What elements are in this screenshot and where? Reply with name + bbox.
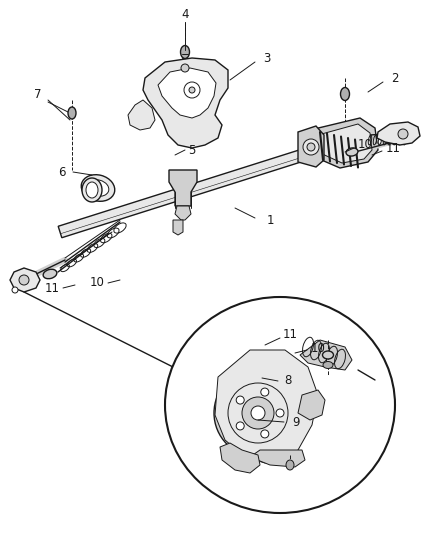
Text: 10: 10	[357, 139, 372, 151]
Polygon shape	[310, 118, 378, 168]
Ellipse shape	[340, 87, 350, 101]
Circle shape	[228, 383, 288, 443]
Ellipse shape	[86, 182, 98, 198]
Circle shape	[19, 275, 29, 285]
Circle shape	[12, 287, 18, 293]
Ellipse shape	[322, 351, 333, 359]
Polygon shape	[318, 124, 372, 163]
Ellipse shape	[323, 361, 333, 368]
Polygon shape	[128, 100, 155, 130]
Ellipse shape	[286, 460, 294, 470]
Text: 10: 10	[89, 277, 104, 289]
Circle shape	[251, 406, 265, 420]
Circle shape	[184, 82, 200, 98]
Ellipse shape	[43, 269, 57, 279]
Text: 11: 11	[45, 281, 60, 295]
Text: 3: 3	[263, 52, 271, 64]
Circle shape	[236, 422, 244, 430]
Polygon shape	[298, 126, 324, 167]
Ellipse shape	[82, 178, 102, 202]
Text: 11: 11	[283, 328, 297, 342]
Text: 6: 6	[58, 166, 66, 179]
Polygon shape	[169, 170, 197, 206]
Polygon shape	[58, 131, 362, 238]
Polygon shape	[143, 58, 228, 148]
Circle shape	[189, 87, 195, 93]
Text: 10: 10	[311, 342, 325, 354]
Text: 2: 2	[391, 71, 399, 85]
Text: 1: 1	[266, 214, 274, 227]
Polygon shape	[300, 340, 352, 370]
Polygon shape	[215, 350, 318, 463]
Circle shape	[261, 430, 269, 438]
Circle shape	[303, 139, 319, 155]
Text: 4: 4	[181, 7, 189, 20]
Polygon shape	[173, 220, 183, 235]
Polygon shape	[10, 268, 40, 292]
Ellipse shape	[346, 148, 358, 156]
Circle shape	[181, 64, 189, 72]
Polygon shape	[377, 122, 420, 145]
Text: 7: 7	[34, 88, 42, 101]
Ellipse shape	[68, 107, 76, 119]
Circle shape	[276, 409, 284, 417]
Ellipse shape	[165, 297, 395, 513]
Circle shape	[242, 397, 274, 429]
Circle shape	[236, 396, 244, 404]
Polygon shape	[298, 390, 325, 420]
Text: 11: 11	[385, 141, 400, 155]
Circle shape	[261, 388, 269, 396]
Text: 8: 8	[284, 375, 292, 387]
Text: 5: 5	[188, 143, 196, 157]
Polygon shape	[250, 450, 305, 467]
Circle shape	[398, 129, 408, 139]
Polygon shape	[220, 443, 260, 473]
Text: 9: 9	[292, 416, 300, 429]
Ellipse shape	[180, 45, 190, 59]
Ellipse shape	[81, 175, 115, 201]
Polygon shape	[158, 68, 216, 118]
Circle shape	[214, 369, 302, 457]
Ellipse shape	[87, 180, 109, 196]
Polygon shape	[175, 206, 191, 220]
Circle shape	[307, 143, 315, 151]
